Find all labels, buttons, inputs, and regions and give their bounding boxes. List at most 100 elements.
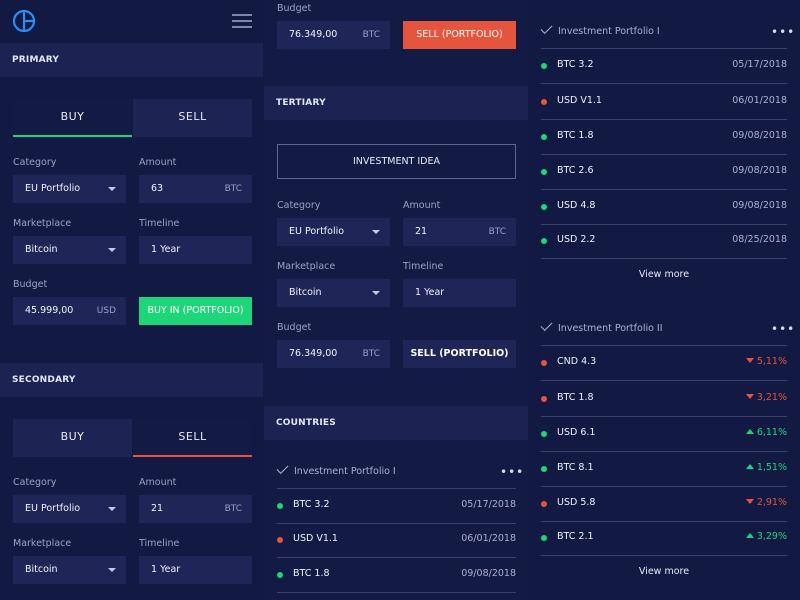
row-name: USD 4.8 [557,200,596,211]
list-item[interactable]: USD 4.8 09/08/2018 [541,189,787,225]
trade-column-2: Budget 76.349,00 BTC SELL (PORTFOLIO) TE… [264,0,528,600]
arrow-up-icon [745,464,754,469]
list-item[interactable]: USD 6.1 6,11% [541,416,787,452]
row-date: 09/08/2018 [732,200,787,211]
dropdown-caret-icon [372,291,380,295]
sell-portfolio-button[interactable]: SELL (PORTFOLIO) [403,340,516,368]
tab-sell[interactable]: SELL [133,99,252,137]
list-item[interactable]: BTC 3.2 05/17/2018 [541,48,787,84]
amount-value: 63 [151,183,164,194]
list-item[interactable]: USD 5.8 2,91% [541,486,787,522]
tab-buy[interactable]: BUY [13,99,132,137]
budget-unit: BTC [362,349,380,359]
category-select[interactable]: EU Portfolio [277,218,390,246]
budget-label: Budget [277,3,312,14]
portfolio-title[interactable]: Investment Portfolio II [540,318,663,334]
budget-input[interactable]: 45.999,00 USD [13,297,126,325]
list-item[interactable]: BTC 1.8 3,21% [541,381,787,417]
marketplace-select[interactable]: Bitcoin [13,556,126,584]
list-item[interactable]: BTC 2.6 09/08/2018 [541,154,787,190]
row-date: 06/01/2018 [461,533,516,544]
more-icon[interactable]: ••• [771,322,796,336]
amount-label: Amount [139,157,177,168]
check-icon [540,21,553,35]
dropdown-caret-icon [108,187,116,191]
timeline-select[interactable]: 1 Year [403,279,516,307]
row-change: 2,91% [745,486,787,520]
list-item[interactable]: BTC 1.8 09/08/2018 [277,557,516,593]
row-name: USD V1.1 [557,95,602,106]
change-value: 5,11% [756,356,787,367]
change-value: 6,11% [756,427,787,438]
row-date: 08/25/2018 [732,234,787,245]
arrow-up-icon [745,533,754,538]
hamburger-menu-icon[interactable] [232,14,252,28]
budget-value: 76.349,00 [289,348,338,359]
amount-value: 21 [415,226,428,237]
amount-input[interactable]: 21 BTC [403,218,516,246]
list-item[interactable]: USD V1.1 06/01/2018 [541,84,787,120]
list-item[interactable]: USD 2.2 08/25/2018 [541,223,787,259]
check-icon [540,318,553,332]
sell-portfolio-button[interactable]: SELL (PORTFOLIO) [403,21,516,49]
row-change: 5,11% [745,345,787,379]
more-icon[interactable]: ••• [771,25,796,39]
list-item[interactable]: USD V1.1 06/01/2018 [277,522,516,558]
dropdown-caret-icon [108,507,116,511]
budget-input[interactable]: 76.349,00 BTC [277,340,390,368]
category-label: Category [13,157,57,168]
marketplace-select[interactable]: Bitcoin [277,279,390,307]
category-select[interactable]: EU Portfolio [13,175,126,203]
timeline-value: 1 Year [151,244,181,255]
tab-buy[interactable]: BUY [13,419,132,457]
marketplace-label: Marketplace [13,538,72,549]
list-item[interactable]: BTC 8.1 1,51% [541,451,787,487]
status-dot [541,204,547,210]
amount-input[interactable]: 63 BTC [139,175,252,203]
section-header-tertiary: TERTIARY [264,86,528,120]
list-item[interactable]: BTC 2.1 3,29% [541,520,787,556]
timeline-select[interactable]: 1 Year [139,556,252,584]
investment-idea-button[interactable]: INVESTMENT IDEA [277,144,516,179]
status-dot [541,63,547,69]
amount-label: Amount [403,200,441,211]
status-dot [541,99,547,105]
amount-unit: BTC [488,227,506,237]
category-value: EU Portfolio [25,503,81,514]
list-item[interactable]: BTC 3.2 05/17/2018 [277,488,516,524]
tab-sell[interactable]: SELL [133,419,252,457]
list-item[interactable]: BTC 1.8 09/08/2018 [541,119,787,155]
amount-input[interactable]: 21 BTC [139,495,252,523]
arrow-up-icon [745,429,754,434]
portfolio-title[interactable]: Investment Portfolio I [276,461,396,477]
dropdown-caret-icon [108,568,116,572]
view-more-link[interactable]: View more [638,566,690,577]
status-dot [541,169,547,175]
budget-input[interactable]: 76.349,00 BTC [277,21,390,49]
status-dot [277,503,283,509]
amount-label: Amount [139,477,177,488]
category-value: EU Portfolio [289,226,345,237]
more-icon[interactable]: ••• [500,465,525,479]
category-select[interactable]: EU Portfolio [13,495,126,523]
change-value: 1,51% [756,462,787,473]
row-name: USD V1.1 [293,533,338,544]
category-value: EU Portfolio [25,183,81,194]
logo-icon[interactable] [12,9,36,33]
buy-in-portfolio-button[interactable]: BUY IN (PORTFOLIO) [139,297,252,325]
portfolio-title[interactable]: Investment Portfolio I [540,21,660,37]
dropdown-caret-icon [108,248,116,252]
marketplace-select[interactable]: Bitcoin [13,236,126,264]
portfolio-column: Investment Portfolio I ••• BTC 3.2 05/17… [528,0,800,600]
budget-unit: USD [96,306,116,316]
list-item[interactable]: CND 4.3 5,11% [541,345,787,381]
status-dot [277,537,283,543]
trade-column-1: PRIMARY BUY SELL Category Amount EU Port… [0,0,263,600]
view-more-link[interactable]: View more [638,269,690,280]
timeline-select[interactable]: 1 Year [139,236,252,264]
row-name: USD 5.8 [557,497,596,508]
arrow-down-icon [745,358,754,363]
status-dot [541,431,547,437]
row-date: 09/08/2018 [461,568,516,579]
section-header-secondary: SECONDARY [0,363,263,397]
